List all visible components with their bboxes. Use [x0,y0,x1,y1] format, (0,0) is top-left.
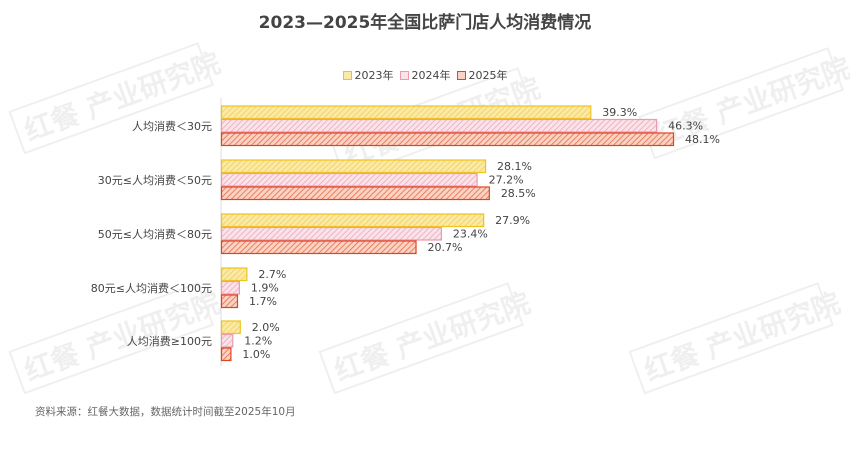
labels-layer: 39.3% 46.3%48.1% 28.1%27.2%28.5% 27.9% 23.4%… [242,106,720,361]
category-label: 80元≤人均消费＜100元 [91,281,212,295]
bar-2024-3[interactable] [220,280,240,295]
bar-2023-0[interactable] [220,105,592,120]
watermark: 红餐 产业研究院 [318,282,535,395]
legend-swatch-2025 [456,70,466,80]
legend-item-2025[interactable]: 2025年 [456,67,508,83]
legend-item-2023[interactable]: 2023年 [342,67,394,83]
bar-2025-3[interactable] [220,294,239,309]
legend-swatch-2023 [342,70,352,80]
legend-swatch-2024 [399,70,409,80]
bar-2024-1[interactable] [220,172,478,187]
bar-2025-1[interactable] [220,186,490,201]
watermark: 红餐 产业研究院 [628,282,845,395]
data-label: 1.2% [244,335,272,348]
data-label: 23.4% [453,228,488,241]
legend-label-2025: 2025年 [468,69,508,82]
data-label: 28.5% [501,187,536,200]
bar-2023-3[interactable] [220,267,248,282]
data-label: 46.3% [668,120,703,133]
data-label: 27.2% [489,174,524,187]
data-label: 28.1% [497,160,532,173]
bar-2023-4[interactable] [220,320,241,335]
bars-layer [220,105,675,362]
watermark: 红餐 产业研究院 [8,42,225,155]
data-label: 39.3% [602,106,637,119]
bar-2024-2[interactable] [220,226,442,241]
data-label: 20.7% [428,241,463,254]
bar-2025-2[interactable] [220,240,417,255]
legend-label-2023: 2023年 [354,69,394,82]
category-label: 人均消费≥100元 [127,334,212,348]
data-label: 2.0% [252,321,280,334]
bar-2023-2[interactable] [220,213,485,228]
bar-2023-1[interactable] [220,159,487,174]
chart-title: 2023—2025年全国比萨门店人均消费情况 [258,13,592,33]
bar-2024-0[interactable] [220,118,658,133]
bar-2025-0[interactable] [220,132,675,147]
category-label: 人均消费＜30元 [132,119,212,133]
bar-2024-4[interactable] [220,333,234,348]
data-label: 1.7% [249,295,277,308]
data-label: 27.9% [495,214,530,227]
source-note: 资料来源：红餐大数据，数据统计时间截至2025年10月 [35,406,296,418]
category-label: 30元≤人均消费＜50元 [98,173,212,187]
bar-2025-4[interactable] [220,347,232,362]
legend: 2023年 2024年 2025年 [0,67,850,83]
legend-label-2024: 2024年 [411,69,451,82]
data-label: 2.7% [258,268,286,281]
data-label: 1.0% [242,348,270,361]
data-label: 48.1% [685,133,720,146]
category-label: 50元≤人均消费＜80元 [98,227,212,241]
data-label: 1.9% [251,282,279,295]
legend-item-2024[interactable]: 2024年 [399,67,451,83]
category-labels: 人均消费＜30元 30元≤人均消费＜50元 50元≤人均消费＜80元 80元≤人均消费… [91,119,212,348]
